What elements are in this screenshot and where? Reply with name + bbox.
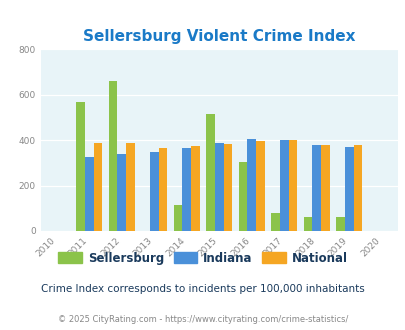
Bar [117,154,126,231]
Bar [256,141,264,231]
Bar [279,140,288,231]
Bar [149,151,158,231]
Bar [191,146,199,231]
Bar [182,148,191,231]
Bar [109,81,117,231]
Bar [311,145,320,231]
Bar [344,147,353,231]
Title: Sellersburg Violent Crime Index: Sellersburg Violent Crime Index [83,29,355,44]
Bar [303,217,311,231]
Bar [335,217,344,231]
Bar [206,114,214,231]
Bar [85,157,94,231]
Bar [247,139,256,231]
Text: Crime Index corresponds to incidents per 100,000 inhabitants: Crime Index corresponds to incidents per… [41,284,364,294]
Bar [214,143,223,231]
Bar [271,213,279,231]
Text: © 2025 CityRating.com - https://www.cityrating.com/crime-statistics/: © 2025 CityRating.com - https://www.city… [58,315,347,324]
Bar [173,205,182,231]
Bar [238,162,247,231]
Bar [76,102,85,231]
Bar [158,148,167,231]
Bar [320,145,329,231]
Bar [126,143,134,231]
Bar [94,143,102,231]
Bar [223,144,232,231]
Legend: Sellersburg, Indiana, National: Sellersburg, Indiana, National [53,247,352,269]
Bar [353,145,361,231]
Bar [288,140,296,231]
